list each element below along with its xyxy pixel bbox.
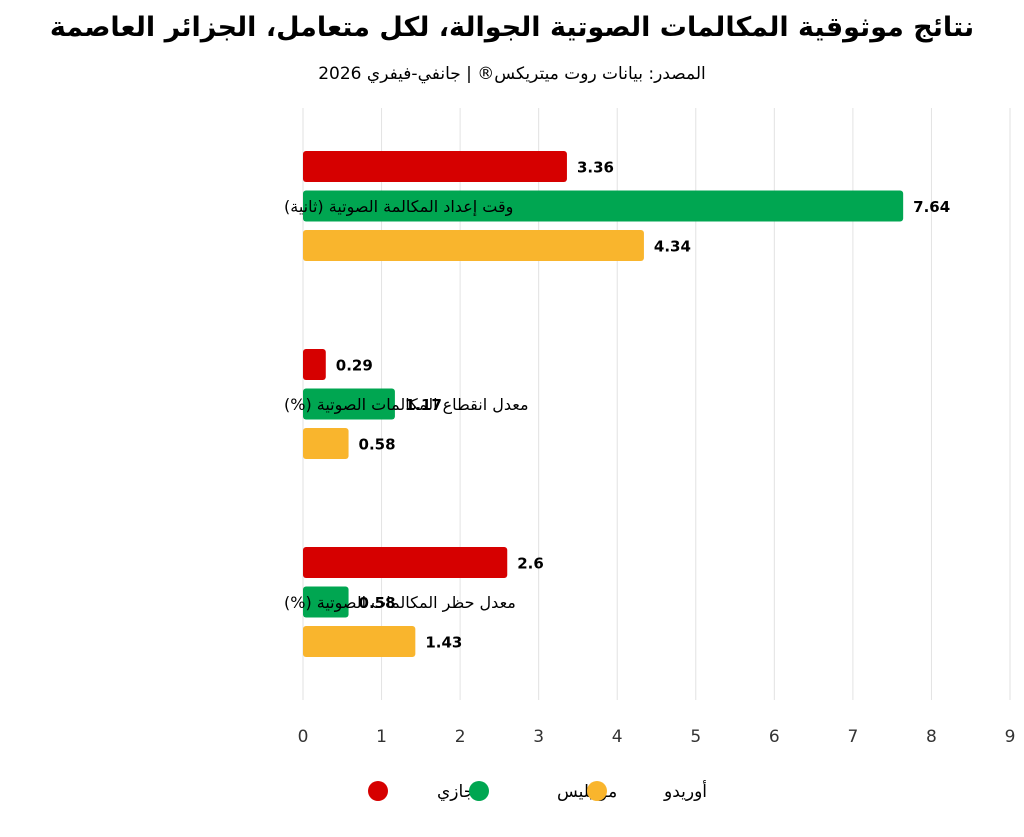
data-label-0-0: 3.36 (577, 159, 614, 177)
category-label-1: معدل انقطاع المكالمات الصوتية (%) (284, 395, 529, 415)
bar-1-2 (303, 428, 349, 459)
data-label-2-0: 2.6 (517, 555, 544, 573)
bar-1-0 (303, 349, 326, 380)
x-tick-label-8: 8 (926, 727, 937, 747)
data-label-2-2: 1.43 (425, 634, 462, 652)
x-tick-label-4: 4 (612, 727, 623, 747)
data-label-1-0: 0.29 (336, 357, 373, 375)
legend-marker-0 (368, 781, 388, 801)
data-label-2-1: 0.58 (359, 594, 396, 612)
bar-0-2 (303, 230, 644, 261)
bar-2-2 (303, 626, 416, 657)
x-tick-label-0: 0 (298, 727, 309, 747)
legend-marker-2 (587, 781, 607, 801)
chart-subtitle: المصدر: بيانات روت ميتريكس® | جانفي-فيفر… (318, 64, 706, 84)
bars: 3.36 7.64 4.34 0.29 1.17 0.58 2.6 0.58 1.43 (303, 151, 950, 657)
legend-marker-1 (469, 781, 489, 801)
bar-0-0 (303, 151, 567, 182)
x-tick-label-1: 1 (376, 727, 387, 747)
chart-title: نتائج موثوقية المكالمات الصوتية الجوالة،… (50, 12, 974, 43)
bar-1-1 (303, 388, 395, 420)
x-tick-label-5: 5 (690, 727, 701, 747)
x-tick-label-9: 9 (1005, 727, 1016, 747)
category-labels: وقت إعداد المكالمة الصوتية (ثانية) معدل ا… (284, 197, 529, 613)
x-tick-label-2: 2 (455, 727, 466, 747)
x-tick-label-6: 6 (769, 727, 780, 747)
x-axis-ticks: 0 1 2 3 4 5 6 7 8 9 (298, 727, 1016, 747)
bar-2-0 (303, 547, 508, 578)
data-label-1-1: 1.17 (405, 396, 442, 414)
legend-label-2: أوريدو (663, 780, 707, 802)
x-tick-label-3: 3 (533, 727, 544, 747)
data-label-0-2: 4.34 (654, 238, 691, 256)
data-label-0-1: 7.64 (913, 198, 950, 216)
category-label-0: وقت إعداد المكالمة الصوتية (ثانية) (284, 197, 513, 217)
bar-2-1 (303, 586, 349, 618)
x-tick-label-7: 7 (847, 727, 858, 747)
category-label-2: معدل حظر المكالمات الصوتية (%) (284, 593, 516, 613)
legend-label-0: جازي (437, 782, 474, 802)
bar-0-1 (303, 190, 904, 222)
data-label-1-2: 0.58 (359, 436, 396, 454)
legend: جازيموبيليسأوريدو (368, 780, 707, 802)
